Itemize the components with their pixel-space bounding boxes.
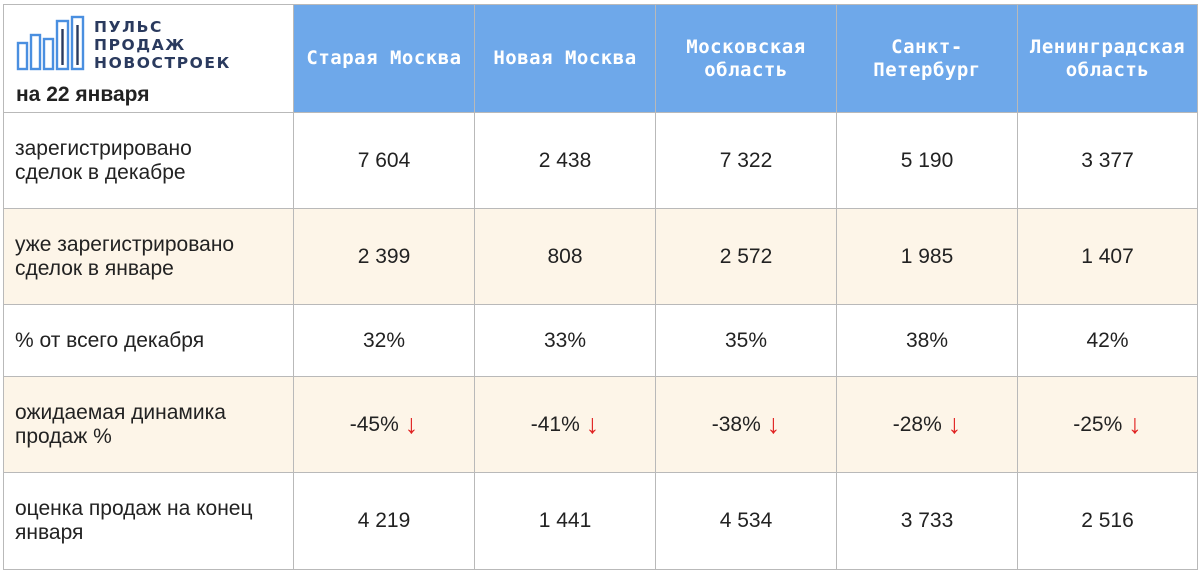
region-header-line: Старая Москва (306, 47, 462, 69)
row-label-line: зарегистрировано (15, 136, 192, 160)
table-cell: 5 190 (836, 112, 1018, 209)
table-cell: 33% (474, 304, 656, 377)
header-row: ПУЛЬС ПРОДАЖ НОВОСТРОЕК на 22 января Ста… (3, 4, 1198, 113)
region-header-line: Петербург (873, 58, 981, 81)
row-label-line: сделок в январе (15, 256, 174, 280)
row-label-line: января (15, 521, 84, 544)
arrow-down-icon: ↓ (947, 409, 962, 439)
brand-line-2: ПРОДАЖ (94, 36, 186, 54)
region-header-line: Ленинградская (1029, 35, 1186, 58)
building-bars-icon (16, 15, 85, 71)
table-row-sales-estimate: оценка продаж на конец января 4 219 1 44… (3, 472, 1198, 570)
region-header-line: область (704, 58, 788, 81)
region-header-old-moscow: Старая Москва (293, 4, 475, 113)
table-cell: -38% ↓ (655, 376, 837, 473)
logo-cell: ПУЛЬС ПРОДАЖ НОВОСТРОЕК на 22 января (3, 4, 294, 113)
table-cell: 2 399 (293, 208, 475, 305)
table-cell: 4 219 (293, 472, 475, 570)
report-date: на 22 января (16, 83, 150, 106)
row-label-line: сделок в декабре (15, 160, 186, 184)
row-label-line: % от всего декабря (15, 328, 205, 352)
row-label-line: оценка продаж на конец (15, 497, 253, 520)
brand-line-1: ПУЛЬС (94, 18, 163, 36)
cell-value: -25% (1073, 413, 1123, 436)
table-cell: 4 534 (655, 472, 837, 570)
table-cell: 2 438 (474, 112, 656, 209)
sales-pulse-table: ПУЛЬС ПРОДАЖ НОВОСТРОЕК на 22 января Ста… (3, 4, 1198, 570)
table-cell: 1 441 (474, 472, 656, 570)
row-label-line: ожидаемая динамика (15, 400, 226, 424)
table-cell: -28% ↓ (836, 376, 1018, 473)
cell-value: -45% (349, 413, 399, 436)
table-cell: 3 733 (836, 472, 1018, 570)
table-cell: 1 985 (836, 208, 1018, 305)
row-label-line: продаж % (15, 424, 112, 448)
arrow-down-icon: ↓ (766, 409, 781, 439)
row-label: зарегистрировано сделок в декабре (3, 112, 294, 209)
arrow-down-icon: ↓ (585, 409, 600, 439)
row-label: % от всего декабря (3, 304, 294, 377)
brand-logo: ПУЛЬС ПРОДАЖ НОВОСТРОЕК (16, 15, 246, 75)
table-cell: 3 377 (1017, 112, 1198, 209)
region-header-line: Санкт- (891, 35, 963, 58)
table-cell: 2 516 (1017, 472, 1198, 570)
table-cell: 7 604 (293, 112, 475, 209)
row-label: уже зарегистрировано сделок в январе (3, 208, 294, 305)
cell-value: -28% (892, 413, 942, 436)
table-cell: 42% (1017, 304, 1198, 377)
table-cell: 35% (655, 304, 837, 377)
region-header-leningrad-oblast: Ленинградская область (1017, 4, 1198, 113)
arrow-down-icon: ↓ (404, 409, 419, 439)
region-header-line: Новая Москва (493, 47, 637, 69)
table-cell: -45% ↓ (293, 376, 475, 473)
table-cell: 38% (836, 304, 1018, 377)
row-label-line: уже зарегистрировано (15, 232, 235, 256)
region-header-saint-petersburg: Санкт- Петербург (836, 4, 1018, 113)
brand-name: ПУЛЬС ПРОДАЖ НОВОСТРОЕК (94, 18, 231, 72)
row-label: оценка продаж на конец января (3, 472, 294, 570)
region-header-line: область (1065, 58, 1150, 81)
sales-table-container: ПУЛЬС ПРОДАЖ НОВОСТРОЕК на 22 января Ста… (3, 4, 1198, 570)
table-row-january-deals: уже зарегистрировано сделок в январе 2 3… (3, 208, 1198, 305)
table-row-december-share: % от всего декабря 32% 33% 35% 38% 42% (3, 304, 1198, 377)
region-header-new-moscow: Новая Москва (474, 4, 656, 113)
table-cell: -41% ↓ (474, 376, 656, 473)
cell-value: -41% (530, 413, 580, 436)
table-cell: 2 572 (655, 208, 837, 305)
region-header-moscow-oblast: Московская область (655, 4, 837, 113)
table-row-expected-dynamics: ожидаемая динамика продаж % -45% ↓ -41% ↓ … (3, 376, 1198, 473)
table-cell: 7 322 (655, 112, 837, 209)
brand-line-3: НОВОСТРОЕК (94, 54, 231, 72)
region-header-line: Московская (686, 35, 806, 58)
table-cell: 808 (474, 208, 656, 305)
arrow-down-icon: ↓ (1128, 409, 1142, 439)
row-label: ожидаемая динамика продаж % (3, 376, 294, 473)
table-cell: -25% ↓ (1017, 376, 1198, 473)
table-cell: 32% (293, 304, 475, 377)
table-cell: 1 407 (1017, 208, 1198, 305)
cell-value: -38% (711, 413, 761, 436)
table-row-december-deals: зарегистрировано сделок в декабре 7 604 … (3, 112, 1198, 209)
